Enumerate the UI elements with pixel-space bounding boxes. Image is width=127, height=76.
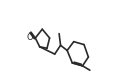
Text: O: O xyxy=(27,33,34,42)
